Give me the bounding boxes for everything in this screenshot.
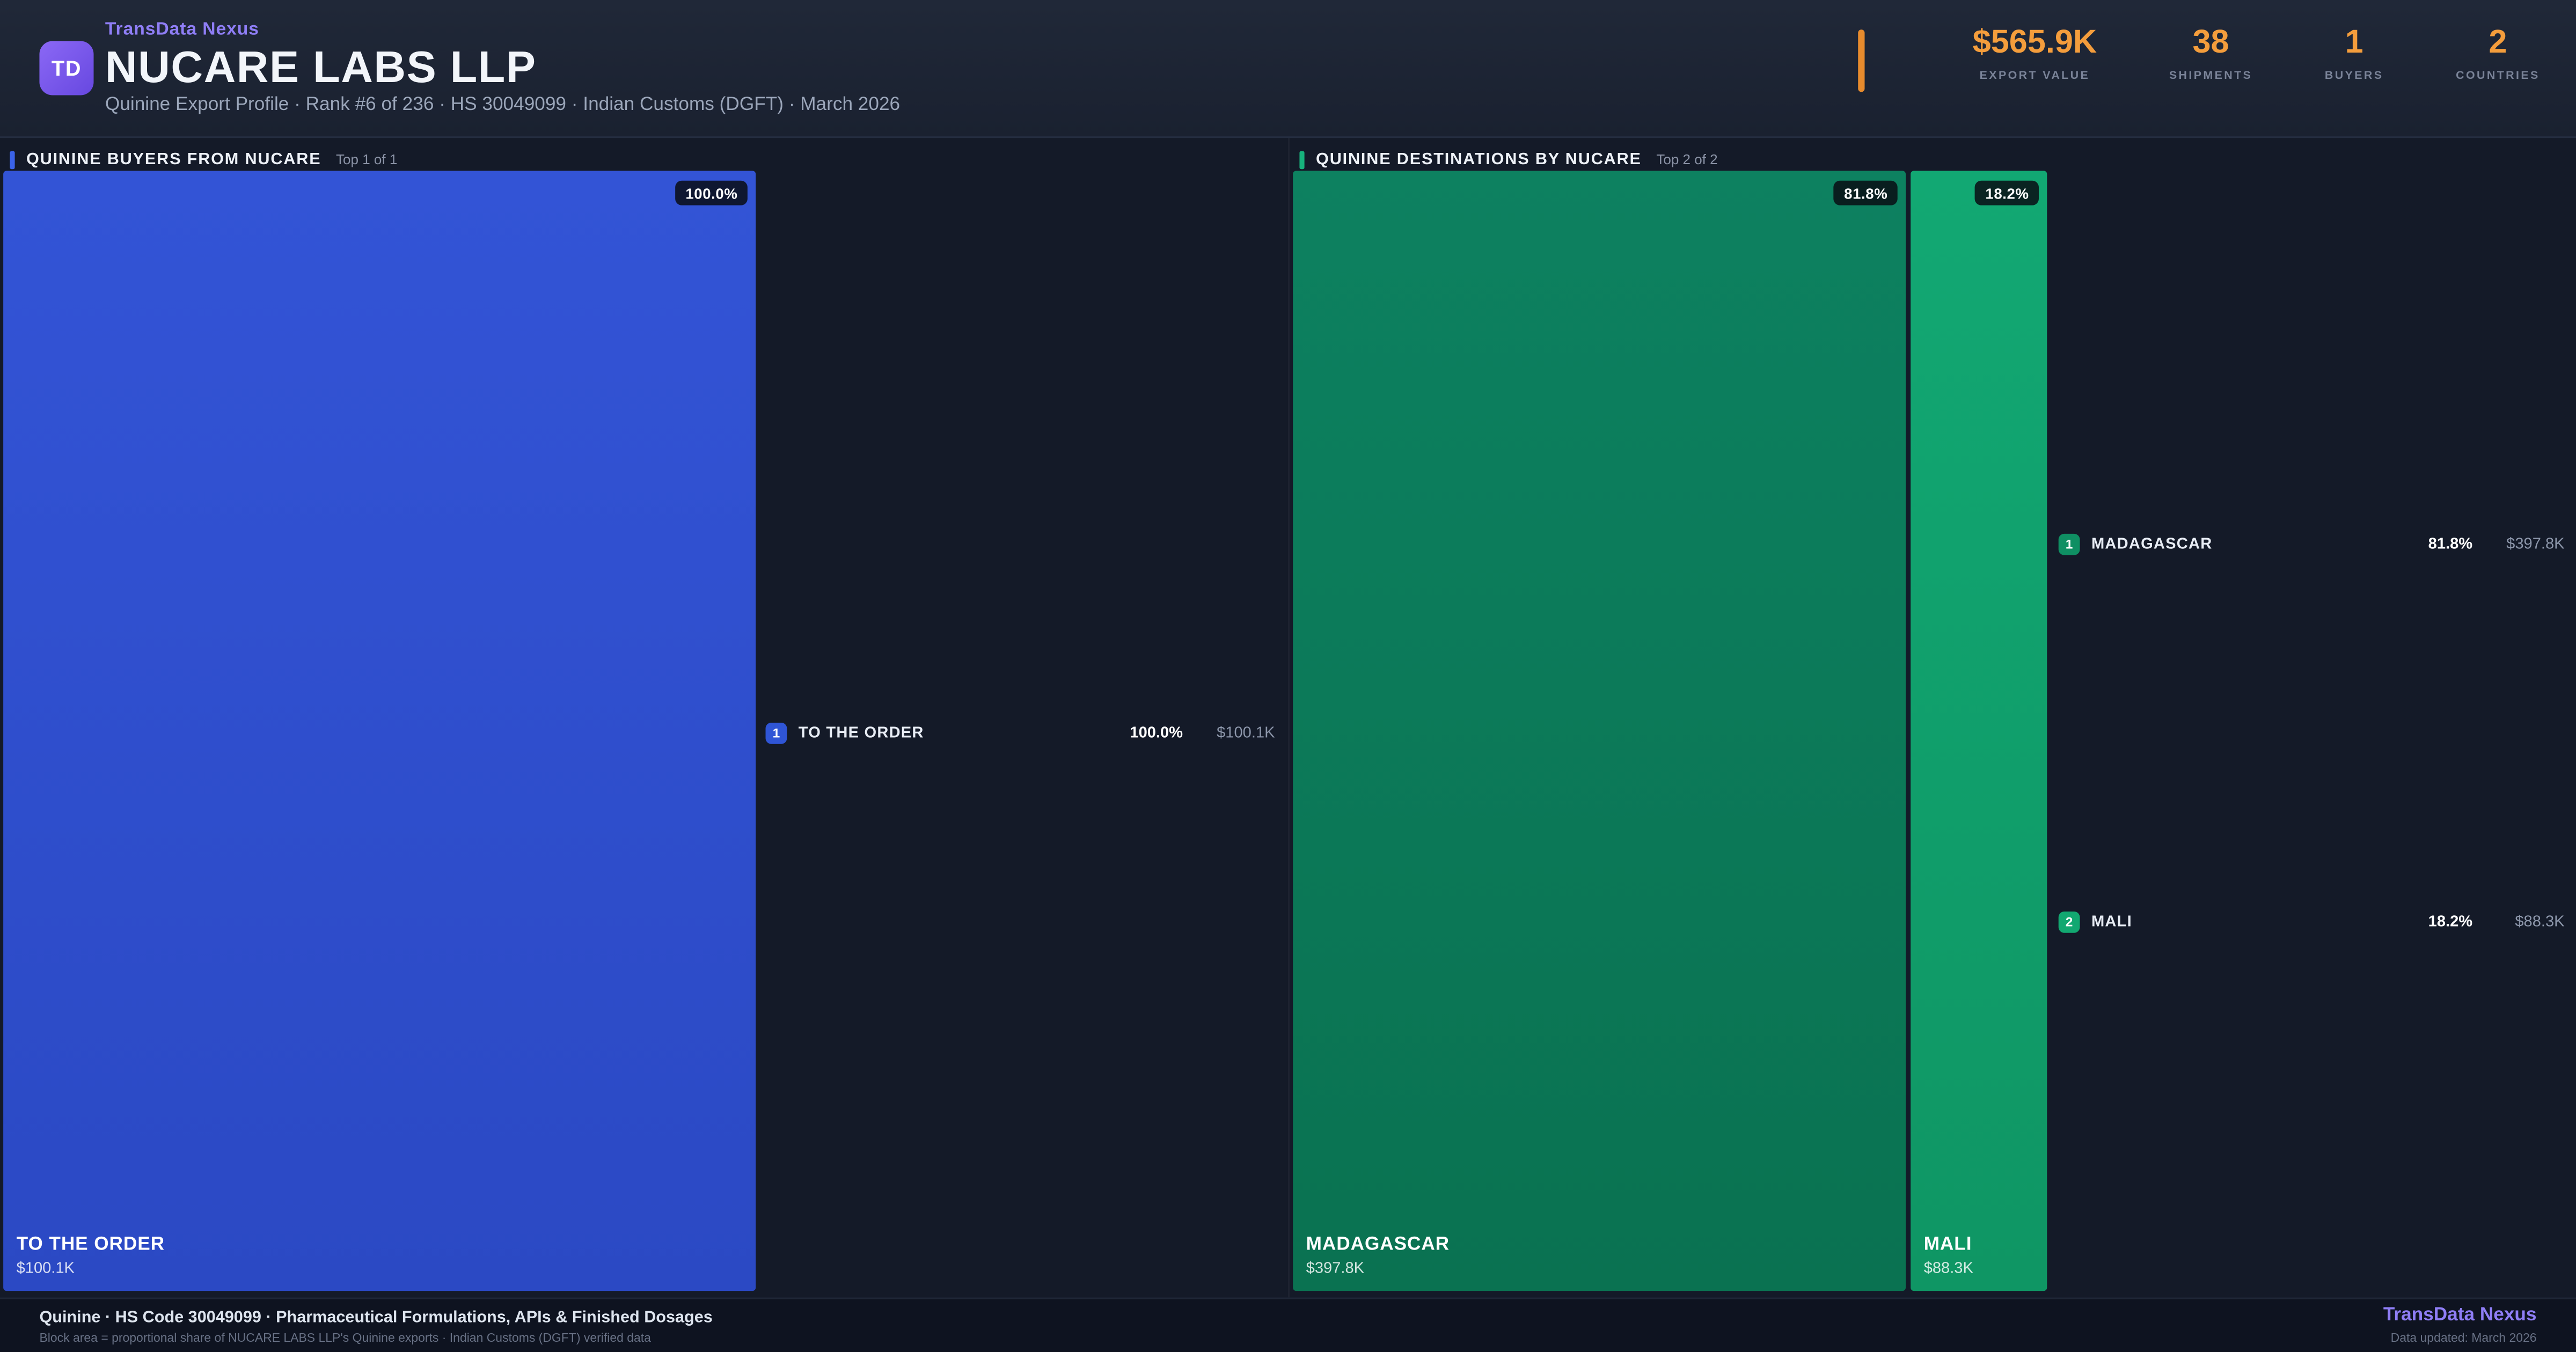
brand-name: TransData Nexus — [105, 19, 259, 40]
destinations-panel: QUININE DESTINATIONS BY NUCARE Top 2 of … — [1288, 138, 2576, 1298]
stat-value: $565.9K — [1972, 24, 2097, 61]
block-name: TO THE ORDER — [16, 1235, 165, 1255]
legend-row-to-the-order[interactable]: 1 TO THE ORDER 100.0% $100.1K — [765, 721, 1275, 744]
footer-brand: TransData Nexus — [2383, 1305, 2537, 1326]
panels-row: QUININE BUYERS FROM NUCARE Top 1 of 1 10… — [0, 138, 2576, 1298]
footer-updated: Data updated: March 2026 — [2390, 1330, 2537, 1346]
buyers-panel: QUININE BUYERS FROM NUCARE Top 1 of 1 10… — [0, 138, 1288, 1297]
page-footer: Quinine · HS Code 30049099 · Pharmaceuti… — [0, 1297, 2576, 1352]
stat-value: 1 — [2345, 24, 2363, 61]
treemap-block-mali[interactable]: 18.2% MALI $88.3K — [1911, 171, 2047, 1291]
legend-name: MALI — [2091, 912, 2132, 931]
panel-top-label: Top 1 of 1 — [336, 151, 398, 168]
block-label: MADAGASCAR $397.8K — [1306, 1235, 1450, 1278]
treemap-block-to-the-order[interactable]: 100.0% TO THE ORDER $100.1K — [3, 171, 756, 1291]
stat-value: 2 — [2489, 24, 2507, 61]
legend-value: $88.3K — [2515, 912, 2565, 931]
panel-title: QUININE DESTINATIONS BY NUCARE — [1316, 150, 1642, 168]
panel-accent-bar — [10, 150, 15, 168]
brand-logo: TD — [39, 41, 94, 95]
rank-badge: 1 — [2058, 533, 2080, 555]
block-value: $100.1K — [16, 1259, 75, 1278]
block-value: $397.8K — [1306, 1259, 1365, 1278]
panel-header: QUININE BUYERS FROM NUCARE Top 1 of 1 — [10, 146, 397, 172]
block-label: TO THE ORDER $100.1K — [17, 1235, 165, 1278]
stat-label: SHIPMENTS — [2169, 70, 2253, 83]
stat-buyers: 1 BUYERS — [2325, 25, 2384, 82]
stat-label: BUYERS — [2324, 70, 2384, 83]
block-value: $88.3K — [1923, 1259, 1973, 1278]
stat-countries: 2 COUNTRIES — [2456, 25, 2540, 82]
block-label: MALI $88.3K — [1924, 1235, 1973, 1278]
legend-share: 81.8% — [2428, 534, 2473, 553]
stat-label: COUNTRIES — [2456, 70, 2540, 83]
legend-value: $397.8K — [2506, 534, 2565, 553]
legend-share: 100.0% — [1130, 723, 1183, 742]
panel-title: QUININE BUYERS FROM NUCARE — [26, 150, 321, 168]
share-badge: 81.8% — [1834, 180, 1898, 205]
stat-shipments: 38 SHIPMENTS — [2169, 25, 2252, 82]
legend-row-madagascar[interactable]: 1 MADAGASCAR 81.8% $397.8K — [2058, 532, 2565, 555]
legend-name: MADAGASCAR — [2091, 534, 2213, 553]
stat-export-value: $565.9K EXPORT VALUE — [1973, 25, 2097, 82]
legend-row-mali[interactable]: 2 MALI 18.2% $88.3K — [2058, 910, 2565, 933]
legend-name: TO THE ORDER — [798, 723, 924, 742]
profile-subtitle: Quinine Export Profile · Rank #6 of 236 … — [105, 95, 901, 115]
rank-badge: 1 — [765, 722, 787, 744]
page-title: NUCARE LABS LLP — [105, 42, 537, 92]
treemap-block-madagascar[interactable]: 81.8% MADAGASCAR $397.8K — [1293, 171, 1906, 1291]
footer-note: Block area = proportional share of NUCAR… — [39, 1330, 651, 1346]
rank-badge: 2 — [2058, 910, 2080, 932]
stats-accent-bar — [1858, 30, 1864, 92]
panel-header: QUININE DESTINATIONS BY NUCARE Top 2 of … — [1299, 146, 1718, 172]
panel-accent-bar — [1299, 150, 1305, 168]
header-stats: $565.9K EXPORT VALUE 38 SHIPMENTS 1 BUYE… — [1858, 25, 2540, 92]
legend-value: $100.1K — [1217, 723, 1275, 742]
block-name: MALI — [1923, 1235, 1972, 1255]
panel-top-label: Top 2 of 2 — [1656, 151, 1718, 168]
stat-label: EXPORT VALUE — [1979, 70, 2090, 83]
footer-hs-line: Quinine · HS Code 30049099 · Pharmaceuti… — [39, 1309, 713, 1327]
share-badge: 100.0% — [675, 180, 748, 205]
share-badge: 18.2% — [1975, 180, 2039, 205]
app-header: TD TransData Nexus NUCARE LABS LLP Quini… — [0, 0, 2576, 138]
stat-value: 38 — [2192, 24, 2229, 61]
legend-share: 18.2% — [2428, 912, 2473, 931]
block-name: MADAGASCAR — [1306, 1235, 1450, 1255]
